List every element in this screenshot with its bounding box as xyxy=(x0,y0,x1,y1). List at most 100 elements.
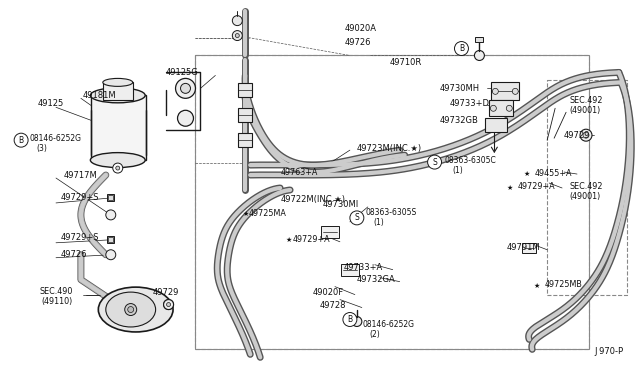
Text: 49125G: 49125G xyxy=(166,68,198,77)
Circle shape xyxy=(232,31,243,41)
Circle shape xyxy=(232,16,243,26)
Text: (49110): (49110) xyxy=(41,297,72,306)
Circle shape xyxy=(490,105,497,111)
Bar xyxy=(321,226,339,238)
Text: 49710R: 49710R xyxy=(390,58,422,67)
Bar xyxy=(108,195,115,202)
Circle shape xyxy=(177,110,193,126)
Text: ★: ★ xyxy=(506,185,513,191)
Circle shape xyxy=(343,312,357,327)
Text: S: S xyxy=(432,158,437,167)
Bar xyxy=(108,237,113,242)
Text: 49717M: 49717M xyxy=(64,170,98,180)
Text: SEC.490: SEC.490 xyxy=(39,287,72,296)
Text: 49732GA: 49732GA xyxy=(357,275,396,284)
Text: S: S xyxy=(355,214,359,222)
Text: ★: ★ xyxy=(533,283,540,289)
Bar xyxy=(476,36,483,42)
Circle shape xyxy=(106,250,116,260)
Circle shape xyxy=(350,211,364,225)
Text: 49726: 49726 xyxy=(345,38,371,47)
Text: 49455+A: 49455+A xyxy=(534,169,572,177)
Text: (1): (1) xyxy=(452,166,463,174)
Bar xyxy=(103,82,132,100)
Circle shape xyxy=(166,302,171,307)
Text: 49722M(INC.★): 49722M(INC.★) xyxy=(280,195,345,205)
Circle shape xyxy=(164,299,173,310)
Circle shape xyxy=(128,307,134,312)
Text: 49723M(INC.★): 49723M(INC.★) xyxy=(357,144,422,153)
Text: 49729+A: 49729+A xyxy=(517,183,555,192)
Text: 08363-6305C: 08363-6305C xyxy=(445,155,496,164)
Circle shape xyxy=(428,155,442,169)
Bar xyxy=(195,55,589,349)
Circle shape xyxy=(180,83,191,93)
Bar xyxy=(547,80,627,295)
Text: 49729: 49729 xyxy=(564,131,591,140)
Text: 08363-6305S: 08363-6305S xyxy=(366,208,417,217)
Text: SEC.492: SEC.492 xyxy=(569,183,603,192)
Circle shape xyxy=(512,89,518,94)
Bar xyxy=(522,243,536,253)
Text: 49020A: 49020A xyxy=(345,24,377,33)
Text: 49725MA: 49725MA xyxy=(248,209,286,218)
Circle shape xyxy=(506,105,512,111)
Circle shape xyxy=(113,163,123,173)
Ellipse shape xyxy=(90,153,145,167)
Text: 49729+S: 49729+S xyxy=(61,233,99,242)
Bar xyxy=(108,195,113,201)
Circle shape xyxy=(580,129,592,141)
Text: 49729+S: 49729+S xyxy=(61,193,99,202)
Circle shape xyxy=(175,78,195,98)
Ellipse shape xyxy=(106,292,156,327)
Text: ★: ★ xyxy=(242,211,248,217)
Text: 49733+D: 49733+D xyxy=(449,99,490,108)
Circle shape xyxy=(492,89,499,94)
Circle shape xyxy=(454,42,468,55)
Text: 49726: 49726 xyxy=(61,250,88,259)
Ellipse shape xyxy=(99,287,173,332)
Circle shape xyxy=(583,132,589,138)
Text: B: B xyxy=(459,44,464,53)
Text: 49791M: 49791M xyxy=(506,243,540,252)
Text: 49763+A: 49763+A xyxy=(280,167,317,177)
Text: 49125: 49125 xyxy=(38,99,64,108)
Text: (49001): (49001) xyxy=(569,192,600,202)
Circle shape xyxy=(352,317,362,327)
Text: 49020F: 49020F xyxy=(313,288,344,297)
Text: 49725MB: 49725MB xyxy=(544,280,582,289)
Text: (3): (3) xyxy=(36,144,47,153)
Text: B: B xyxy=(19,136,24,145)
Text: J 970-P: J 970-P xyxy=(594,347,623,356)
Text: 49728: 49728 xyxy=(320,301,346,310)
Text: 49729+A: 49729+A xyxy=(293,235,331,244)
Circle shape xyxy=(106,210,116,220)
Text: SEC.492: SEC.492 xyxy=(569,96,603,105)
Text: 49730MH: 49730MH xyxy=(440,84,479,93)
Bar xyxy=(91,95,146,160)
Circle shape xyxy=(164,299,173,310)
Bar xyxy=(238,108,252,122)
Circle shape xyxy=(116,166,120,170)
Text: 49732GB: 49732GB xyxy=(440,116,479,125)
Bar xyxy=(238,133,252,147)
Text: 08146-6252G: 08146-6252G xyxy=(29,134,81,143)
Text: ★: ★ xyxy=(523,171,529,177)
Text: (2): (2) xyxy=(370,330,381,339)
Text: 49730MI: 49730MI xyxy=(323,201,359,209)
Circle shape xyxy=(474,51,484,61)
Bar xyxy=(490,100,513,116)
Text: 08146-6252G: 08146-6252G xyxy=(363,320,415,329)
Text: (49001): (49001) xyxy=(569,106,600,115)
Bar xyxy=(238,83,252,97)
Text: (1): (1) xyxy=(374,218,385,227)
Circle shape xyxy=(125,304,137,315)
Text: 49181M: 49181M xyxy=(83,91,116,100)
Text: B: B xyxy=(348,315,353,324)
Bar xyxy=(492,82,519,100)
Circle shape xyxy=(236,33,239,38)
Ellipse shape xyxy=(90,88,145,103)
Bar xyxy=(485,118,508,132)
Text: 49729: 49729 xyxy=(152,288,179,297)
Bar xyxy=(341,264,359,276)
